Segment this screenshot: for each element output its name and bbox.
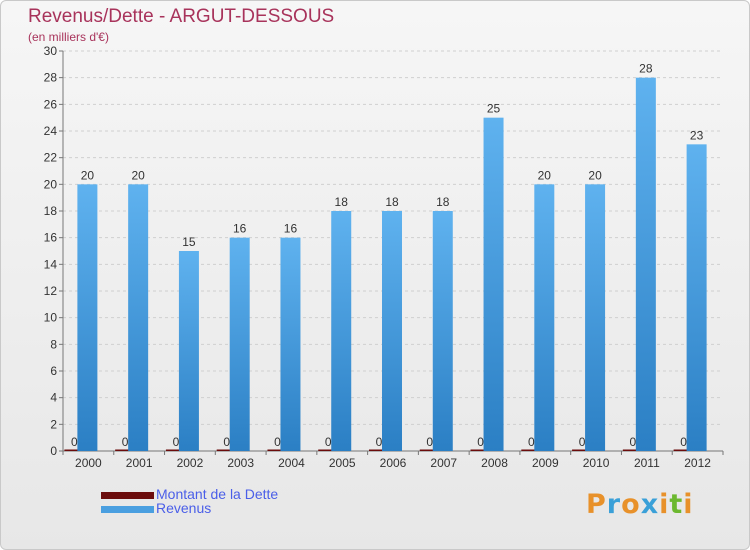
y-tick-label-28: 28 [44,71,58,85]
y-tick-label-0: 0 [50,444,57,458]
y-tick-label-22: 22 [44,151,58,165]
bar-dette-2002 [165,449,186,451]
y-tick-label-30: 30 [44,44,58,58]
data-label-dette-2001: 0 [122,435,129,449]
data-label-dette-2005: 0 [325,435,332,449]
bar-revenus-2008 [483,117,504,452]
x-tick-label-2010: 2010 [583,456,610,470]
bar-revenus-2006 [382,211,402,451]
data-label-dette-2004: 0 [274,435,281,449]
x-tick-labels: 2000 2001 2002 2003 2004 2005 2006 2007 2008 2009… [75,456,711,470]
x-tick-label-2009: 2009 [532,456,559,470]
y-tick-label-12: 12 [44,284,58,298]
y-tick-label-4: 4 [50,391,57,405]
data-label-revenus-2004: 16 [284,222,298,236]
bar-dette-2003 [216,449,237,451]
data-label-dette-2003: 0 [223,435,230,449]
y-tick-label-2: 2 [50,417,57,431]
data-labels: 0 20 0 20 0 15 0 16 0 16 0 18 0 18 0 18 0 25 0 20 0 20 0 28 0 23 [71,62,704,449]
chart-subtitle: (en milliers d'€) [28,30,109,44]
bar-dette-2001 [115,449,136,451]
bar-dette-2010 [572,449,593,451]
bar-dette-2011 [622,449,643,451]
legend-label-dette: Montant de la Dette [156,486,279,502]
bar-revenus-2000 [77,184,98,452]
y-tick-label-14: 14 [44,257,58,271]
bar-revenus-2001 [128,184,149,452]
y-tick-label-8: 8 [50,337,57,351]
data-label-dette-2008: 0 [477,435,484,449]
y-tick-label-20: 20 [44,177,58,191]
bar-revenus-2010 [585,184,606,452]
legend-swatch-dette [101,492,154,499]
data-label-revenus-2007: 18 [436,195,450,209]
bar-dette-2008 [470,449,491,451]
y-tick-label-24: 24 [44,124,58,138]
data-label-dette-2009: 0 [528,435,535,449]
y-tick-label-16: 16 [44,231,58,245]
x-tick-label-2012: 2012 [684,456,711,470]
bar-revenus-2007 [432,211,453,451]
x-tick-label-2002: 2002 [177,456,204,470]
x-tick-label-2008: 2008 [481,456,508,470]
legend-label-revenus: Revenus [156,500,212,516]
x-tick-label-2004: 2004 [278,456,305,470]
data-label-dette-2006: 0 [376,435,383,449]
data-label-revenus-2006: 18 [385,195,399,209]
bar-dette-2006 [369,449,389,451]
data-label-dette-2012: 0 [680,435,687,449]
data-label-revenus-2002: 15 [182,235,196,249]
bars [64,77,707,452]
data-label-revenus-2005: 18 [335,195,349,209]
y-tick-label-18: 18 [44,204,58,218]
data-label-dette-2011: 0 [630,435,637,449]
data-label-revenus-2008: 25 [487,102,501,116]
proxiti-logo: Proxiti [586,489,694,520]
bar-dette-2009 [521,449,542,451]
bar-revenus-2009 [534,184,555,452]
x-tick-label-2005: 2005 [329,456,356,470]
bar-revenus-2005 [331,211,352,451]
bar-revenus-2004 [280,237,301,451]
bar-revenus-2012 [686,144,707,452]
chart-title: Revenus/Dette - ARGUT-DESSOUS [28,6,335,27]
bar-revenus-2003 [229,237,250,451]
bar-dette-2004 [267,449,288,451]
y-tick-label-26: 26 [44,97,58,111]
bar-dette-2000 [64,449,85,451]
data-label-dette-2002: 0 [173,435,180,449]
data-label-revenus-2012: 23 [690,128,704,142]
legend-swatch-revenus [101,506,154,513]
x-tick-label-2007: 2007 [430,456,457,470]
data-label-revenus-2003: 16 [233,222,247,236]
x-tick-label-2001: 2001 [126,456,153,470]
x-tick-label-2000: 2000 [75,456,102,470]
y-tick-label-6: 6 [50,364,57,378]
data-label-dette-2000: 0 [71,435,78,449]
data-label-dette-2010: 0 [579,435,586,449]
data-label-revenus-2011: 28 [639,62,653,76]
x-tick-label-2011: 2011 [634,456,660,470]
data-label-revenus-2009: 20 [538,168,552,182]
data-label-revenus-2001: 20 [131,168,145,182]
bar-dette-2012 [673,449,694,451]
data-label-dette-2007: 0 [426,435,433,449]
data-label-revenus-2000: 20 [81,168,95,182]
data-label-revenus-2010: 20 [588,168,602,182]
bar-dette-2007 [419,449,440,451]
x-tick-label-2003: 2003 [227,456,254,470]
y-tick-label-10: 10 [44,311,58,325]
bar-dette-2005 [318,449,339,451]
bar-revenus-2002 [178,251,199,451]
x-tick-label-2006: 2006 [380,456,407,470]
bar-revenus-2011 [635,77,656,452]
